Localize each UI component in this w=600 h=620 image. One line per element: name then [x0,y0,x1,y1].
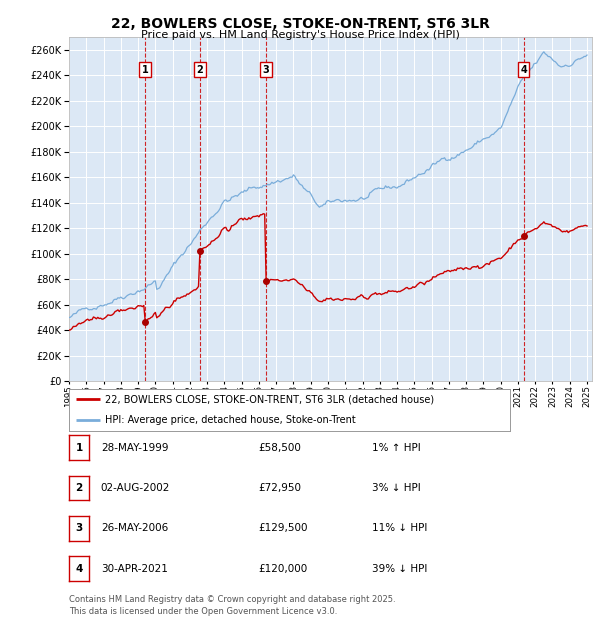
Text: 4: 4 [520,65,527,75]
Text: £58,500: £58,500 [258,443,301,453]
Text: 4: 4 [76,564,83,574]
Text: 3: 3 [262,65,269,75]
Text: £120,000: £120,000 [258,564,307,574]
Text: 1: 1 [76,443,83,453]
Text: 2: 2 [197,65,203,75]
Text: 11% ↓ HPI: 11% ↓ HPI [372,523,427,533]
Text: 1: 1 [142,65,149,75]
Text: 3: 3 [76,523,83,533]
Text: Contains HM Land Registry data © Crown copyright and database right 2025.
This d: Contains HM Land Registry data © Crown c… [69,595,395,616]
Text: 2: 2 [76,483,83,493]
Text: 22, BOWLERS CLOSE, STOKE-ON-TRENT, ST6 3LR: 22, BOWLERS CLOSE, STOKE-ON-TRENT, ST6 3… [110,17,490,32]
Text: 26-MAY-2006: 26-MAY-2006 [101,523,168,533]
Text: £72,950: £72,950 [258,483,301,493]
Text: £129,500: £129,500 [258,523,308,533]
Text: 22, BOWLERS CLOSE, STOKE-ON-TRENT, ST6 3LR (detached house): 22, BOWLERS CLOSE, STOKE-ON-TRENT, ST6 3… [105,394,434,404]
Text: Price paid vs. HM Land Registry's House Price Index (HPI): Price paid vs. HM Land Registry's House … [140,30,460,40]
Text: HPI: Average price, detached house, Stoke-on-Trent: HPI: Average price, detached house, Stok… [105,415,356,425]
Text: 28-MAY-1999: 28-MAY-1999 [101,443,168,453]
Text: 3% ↓ HPI: 3% ↓ HPI [372,483,421,493]
Text: 30-APR-2021: 30-APR-2021 [101,564,167,574]
Text: 1% ↑ HPI: 1% ↑ HPI [372,443,421,453]
Text: 02-AUG-2002: 02-AUG-2002 [101,483,170,493]
Text: 39% ↓ HPI: 39% ↓ HPI [372,564,427,574]
